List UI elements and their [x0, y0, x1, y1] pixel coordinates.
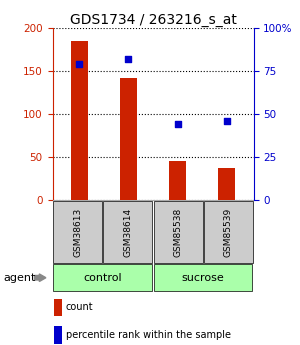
Point — [224, 118, 229, 124]
Bar — [53, 201, 102, 263]
Text: GSM85538: GSM85538 — [174, 207, 183, 257]
Text: control: control — [83, 273, 122, 283]
Text: GSM38614: GSM38614 — [123, 207, 132, 257]
Bar — [154, 201, 203, 263]
Bar — [204, 201, 253, 263]
Bar — [103, 201, 152, 263]
Bar — [120, 78, 137, 200]
Bar — [53, 299, 62, 316]
Bar — [169, 161, 186, 200]
Text: agent: agent — [3, 273, 35, 283]
Bar — [154, 264, 253, 291]
Bar — [218, 168, 235, 200]
Text: sucrose: sucrose — [182, 273, 224, 283]
Point — [175, 121, 180, 127]
Text: GSM85539: GSM85539 — [224, 207, 233, 257]
Point — [126, 56, 131, 61]
Point — [77, 61, 82, 67]
Text: GSM38613: GSM38613 — [73, 207, 82, 257]
Bar — [53, 264, 152, 291]
Bar — [53, 326, 62, 344]
Title: GDS1734 / 263216_s_at: GDS1734 / 263216_s_at — [70, 12, 236, 27]
Text: count: count — [66, 303, 93, 313]
Text: percentile rank within the sample: percentile rank within the sample — [66, 330, 231, 340]
Bar — [71, 41, 88, 200]
